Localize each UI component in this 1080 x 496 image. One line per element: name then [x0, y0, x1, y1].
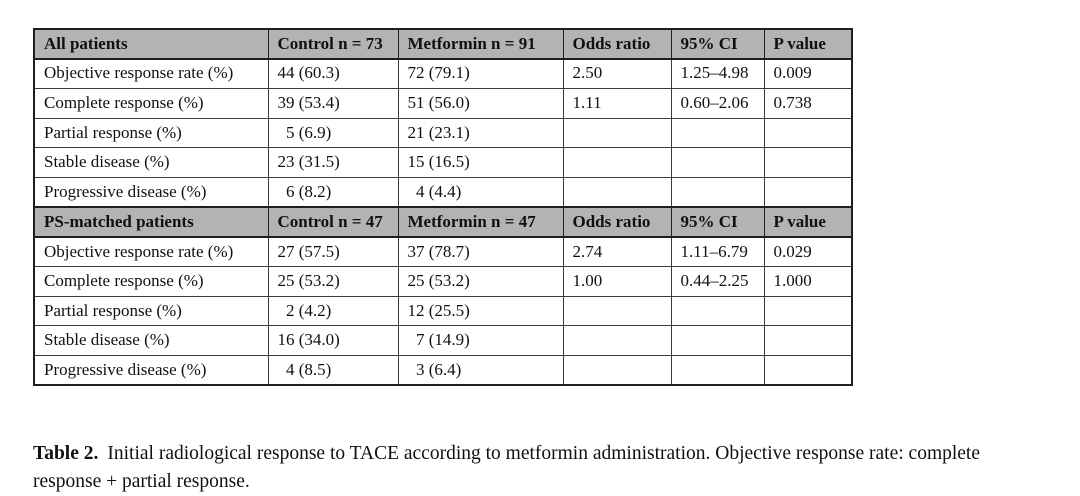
cell-value: 51 (56.0): [397, 87, 564, 119]
row-label: Stable disease (%): [33, 147, 269, 178]
cell-value: [670, 147, 765, 178]
column-header: Control n = 73: [267, 28, 399, 60]
table-row: Stable disease (%) 23 (31.5) 15 (16.5): [33, 147, 853, 178]
cell-value: [562, 147, 672, 178]
cell-value: [670, 325, 765, 357]
row-label: Stable disease (%): [33, 325, 269, 357]
column-header: Control n = 47: [267, 206, 399, 238]
table-row: Complete response (%) 39 (53.4) 51 (56.0) 1…: [33, 87, 853, 119]
column-header: Odds ratio: [562, 28, 672, 60]
cell-value: 1.11–6.79: [670, 236, 765, 267]
section-title: All patients: [33, 28, 269, 60]
cell-value: 39 (53.4): [267, 87, 399, 119]
cell-value: 0.029: [763, 236, 853, 267]
table-row: Complete response (%) 25 (53.2) 25 (53.2) 1…: [33, 266, 853, 297]
table-caption: Table 2. Initial radiological response to…: [33, 440, 1027, 496]
cell-value: [763, 117, 853, 149]
cell-value: 25 (53.2): [267, 266, 399, 297]
cell-value: 12 (25.5): [397, 295, 564, 327]
column-header: 95% CI: [670, 206, 765, 238]
row-label: Objective response rate (%): [33, 236, 269, 267]
cell-value: 4 (8.5): [267, 355, 399, 386]
cell-value: 0.60–2.06: [670, 87, 765, 119]
row-label: Partial response (%): [33, 295, 269, 327]
cell-value: [670, 295, 765, 327]
cell-value: [670, 117, 765, 149]
table-row: Objective response rate (%) 44 (60.3) 72 (…: [33, 58, 853, 89]
cell-value: 15 (16.5): [397, 147, 564, 178]
cell-value: 2 (4.2): [267, 295, 399, 327]
table-row: Partial response (%) 2 (4.2) 12 (25.5): [33, 295, 853, 327]
cell-value: 1.25–4.98: [670, 58, 765, 89]
row-label: Objective response rate (%): [33, 58, 269, 89]
cell-value: [763, 176, 853, 208]
cell-value: 5 (6.9): [267, 117, 399, 149]
column-header: P value: [763, 206, 853, 238]
cell-value: [562, 176, 672, 208]
cell-value: [670, 355, 765, 386]
cell-value: [562, 117, 672, 149]
cell-value: 2.50: [562, 58, 672, 89]
column-header: Metformin n = 91: [397, 28, 564, 60]
column-header: Odds ratio: [562, 206, 672, 238]
cell-value: 44 (60.3): [267, 58, 399, 89]
cell-value: [562, 355, 672, 386]
row-label: Progressive disease (%): [33, 355, 269, 386]
cell-value: [763, 325, 853, 357]
section-header-row: All patients Control n = 73 Metformin n = …: [33, 28, 853, 60]
cell-value: [562, 295, 672, 327]
cell-value: 0.738: [763, 87, 853, 119]
cell-value: 0.44–2.25: [670, 266, 765, 297]
table-row: Partial response (%) 5 (6.9) 21 (23.1): [33, 117, 853, 149]
cell-value: 1.000: [763, 266, 853, 297]
cell-value: 7 (14.9): [397, 325, 564, 357]
cell-value: 16 (34.0): [267, 325, 399, 357]
column-header: P value: [763, 28, 853, 60]
cell-value: 2.74: [562, 236, 672, 267]
cell-value: 6 (8.2): [267, 176, 399, 208]
column-header: 95% CI: [670, 28, 765, 60]
cell-value: 0.009: [763, 58, 853, 89]
cell-value: 37 (78.7): [397, 236, 564, 267]
row-label: Complete response (%): [33, 87, 269, 119]
caption-text: Initial radiological response to TACE ac…: [33, 442, 981, 492]
cell-value: 72 (79.1): [397, 58, 564, 89]
cell-value: [763, 295, 853, 327]
cell-value: [670, 176, 765, 208]
cell-value: 1.00: [562, 266, 672, 297]
cell-value: 1.11: [562, 87, 672, 119]
section-title: PS-matched patients: [33, 206, 269, 238]
cell-value: [562, 325, 672, 357]
row-label: Complete response (%): [33, 266, 269, 297]
cell-value: 3 (6.4): [397, 355, 564, 386]
table-row: Progressive disease (%) 6 (8.2) 4 (4.4): [33, 176, 853, 208]
cell-value: 23 (31.5): [267, 147, 399, 178]
cell-value: [763, 355, 853, 386]
table-row: Objective response rate (%) 27 (57.5) 37 (…: [33, 236, 853, 267]
cell-value: [763, 147, 853, 178]
table-container: All patients Control n = 73 Metformin n = …: [33, 28, 853, 387]
section-header-row: PS-matched patients Control n = 47 Metform…: [33, 206, 853, 238]
cell-value: 25 (53.2): [397, 266, 564, 297]
caption-label: Table 2.: [33, 442, 99, 464]
results-table: All patients Control n = 73 Metformin n = …: [33, 28, 853, 387]
table-row: Stable disease (%) 16 (34.0) 7 (14.9): [33, 325, 853, 357]
column-header: Metformin n = 47: [397, 206, 564, 238]
table-row: Progressive disease (%) 4 (8.5) 3 (6.4): [33, 355, 853, 386]
cell-value: 4 (4.4): [397, 176, 564, 208]
cell-value: 21 (23.1): [397, 117, 564, 149]
row-label: Progressive disease (%): [33, 176, 269, 208]
cell-value: 27 (57.5): [267, 236, 399, 267]
row-label: Partial response (%): [33, 117, 269, 149]
